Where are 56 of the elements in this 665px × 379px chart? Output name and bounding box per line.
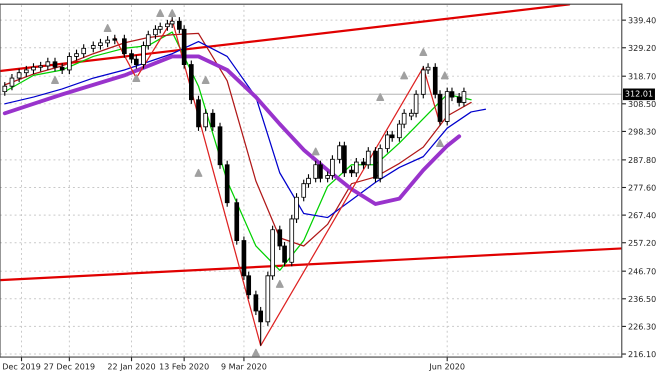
point <box>104 24 112 32</box>
candlestick <box>31 62 36 75</box>
line-series <box>2 54 462 206</box>
point <box>419 48 428 56</box>
point <box>156 9 164 18</box>
point <box>194 168 202 177</box>
y-tick-label: 246.70 <box>628 268 656 274</box>
y-tick-label: 277.60 <box>628 184 656 191</box>
candlestick <box>10 73 14 91</box>
y-tick-label: 287.80 <box>628 156 656 164</box>
x-tick-label: Dec 2019 <box>2 363 40 370</box>
candlestick <box>105 36 110 48</box>
x-tick-label: 13 Feb 2020 <box>160 363 209 370</box>
point <box>400 71 408 80</box>
point <box>440 71 449 80</box>
candlestick <box>52 57 58 72</box>
point <box>168 9 176 18</box>
x-tick-label: 27 Dec 2019 <box>44 363 95 370</box>
point <box>376 93 384 102</box>
candlestick <box>74 49 79 62</box>
point <box>51 76 59 84</box>
candlestick <box>60 62 65 75</box>
candlestick <box>203 108 208 132</box>
y-tick-label: 318.70 <box>628 73 656 80</box>
candlestick <box>45 57 50 71</box>
line-series <box>4 40 486 218</box>
x-tick-label: 22 Jan 2020 <box>108 363 156 371</box>
candlestick <box>38 61 43 72</box>
y-tick-label: 226.30 <box>628 324 656 330</box>
y-tick-label: 257.20 <box>628 240 656 246</box>
candlestick <box>81 44 86 58</box>
candlestick <box>16 68 22 83</box>
candlestick <box>98 38 103 50</box>
point <box>132 74 140 82</box>
x-tick-label: 9 Mar 2020 <box>221 363 266 370</box>
y-tick-label: 267.40 <box>628 212 656 218</box>
candlestick <box>90 40 96 53</box>
candlestick <box>24 65 29 78</box>
candlestick <box>2 82 8 96</box>
candlestick <box>122 34 127 58</box>
y-tick-label: 236.50 <box>628 296 656 302</box>
candlestick <box>210 108 216 132</box>
y-tick-label: 329.20 <box>628 44 656 51</box>
point <box>252 348 260 357</box>
y-tick-label: 298.30 <box>628 128 656 135</box>
point <box>436 139 444 148</box>
y-tick-label: 339.40 <box>628 17 656 24</box>
candlestick <box>112 34 118 45</box>
point <box>202 76 210 84</box>
y-tick-label: 308.50 <box>628 100 656 107</box>
point <box>312 148 320 156</box>
y-tick-label: 216.10 <box>628 351 656 358</box>
candlestick <box>67 52 72 75</box>
ref-line-label: 312.01 <box>626 90 652 97</box>
point <box>276 280 284 288</box>
x-tick-label: Jun 2020 <box>428 363 464 371</box>
